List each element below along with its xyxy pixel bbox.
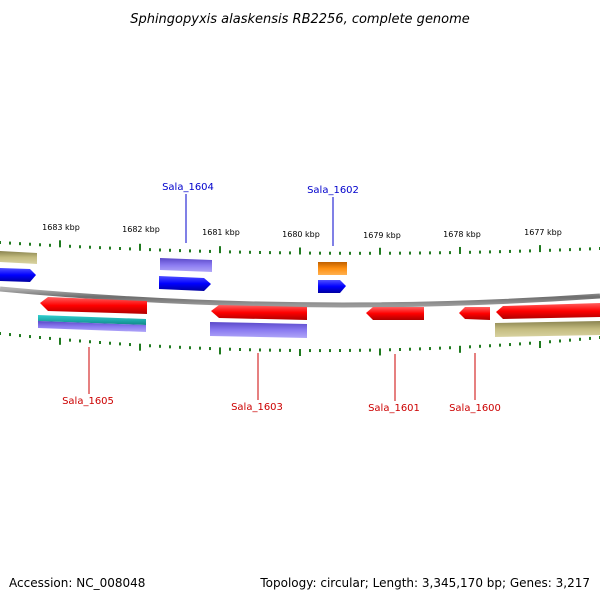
genome-backbone <box>0 286 600 308</box>
gene-label-sala-1603[interactable]: Sala_1603 <box>231 402 283 413</box>
kbp-label-1683: 1683 kbp <box>42 223 80 232</box>
kbp-label-1680: 1680 kbp <box>282 230 320 239</box>
kbp-label-1679: 1679 kbp <box>363 231 401 240</box>
kbp-label-1677: 1677 kbp <box>524 228 562 237</box>
gene-labels: Sala_1604 Sala_1602 Sala_1605 Sala_1603 … <box>62 182 501 414</box>
gene-olive-right[interactable] <box>495 321 600 337</box>
gene-label-sala-1601[interactable]: Sala_1601 <box>368 403 420 414</box>
gene-blue-left[interactable] <box>0 268 36 282</box>
gene-features-lower <box>38 297 600 338</box>
gene-orange-sala-1602[interactable] <box>318 262 347 275</box>
tick-ruler-upper <box>0 240 600 255</box>
gene-olive-left-upper[interactable] <box>0 251 37 264</box>
accession-text: Accession: NC_008048 <box>9 576 145 590</box>
gene-features-upper <box>0 251 347 293</box>
gene-blue-sala-1602[interactable] <box>318 280 346 293</box>
gene-red-sala-1605[interactable] <box>40 297 147 314</box>
kbp-labels: 1683 kbp 1682 kbp 1681 kbp 1680 kbp 1679… <box>42 223 562 240</box>
gene-cyan-sala-1605[interactable] <box>38 315 146 325</box>
gene-label-sala-1600[interactable]: Sala_1600 <box>449 403 501 414</box>
gene-red-sala-1601[interactable] <box>366 307 424 320</box>
kbp-label-1682: 1682 kbp <box>122 225 160 234</box>
label-leaders <box>88 194 476 401</box>
gene-purple-sala-1604[interactable] <box>160 258 212 272</box>
summary-text: Topology: circular; Length: 3,345,170 bp… <box>259 576 590 590</box>
kbp-label-1678: 1678 kbp <box>443 230 481 239</box>
gene-label-sala-1604[interactable]: Sala_1604 <box>162 182 214 193</box>
gene-label-sala-1605[interactable]: Sala_1605 <box>62 396 114 407</box>
gene-red-sala-1603[interactable] <box>211 305 307 320</box>
gene-blue-sala-1604[interactable] <box>159 276 211 291</box>
gene-red-sala-1600[interactable] <box>459 307 490 320</box>
gene-purple-sala-1605[interactable] <box>38 321 146 332</box>
tick-ruler-lower <box>0 332 600 356</box>
gene-purple-sala-1603[interactable] <box>210 322 307 338</box>
map-title: Sphingopyxis alaskensis RB2256, complete… <box>130 12 470 27</box>
kbp-label-1681: 1681 kbp <box>202 228 240 237</box>
gene-label-sala-1602[interactable]: Sala_1602 <box>307 185 359 196</box>
gene-red-right[interactable] <box>496 303 600 319</box>
